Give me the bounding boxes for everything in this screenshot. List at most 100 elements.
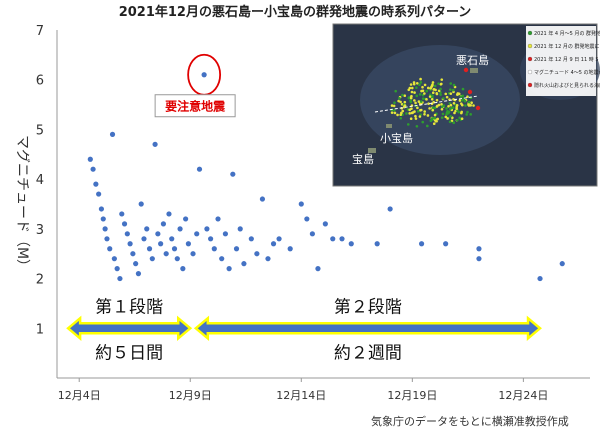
inset-legend-text: 隠れ火山およびと見られる海底火山の位置 bbox=[534, 82, 600, 89]
data-point bbox=[183, 216, 189, 222]
inset-epicenter bbox=[413, 110, 416, 113]
data-point bbox=[418, 241, 425, 247]
x-tick-label: 12月4日 bbox=[58, 389, 101, 402]
data-point bbox=[138, 201, 144, 207]
inset-epicenter bbox=[418, 93, 422, 96]
inset-epicenter bbox=[467, 104, 471, 107]
inset-epicenter bbox=[470, 101, 473, 105]
data-point bbox=[196, 166, 203, 172]
inset-epicenter bbox=[433, 116, 437, 120]
inset-epicenter bbox=[425, 89, 429, 93]
inset-epicenter bbox=[409, 99, 412, 103]
inset-epicenter bbox=[393, 101, 396, 105]
inset-epicenter bbox=[472, 104, 475, 107]
x-tick-label: 12月19日 bbox=[387, 389, 437, 402]
inset-epicenter bbox=[461, 98, 464, 102]
inset-label-kodakara: 小宝島 bbox=[380, 131, 413, 145]
data-point bbox=[130, 251, 136, 257]
inset-epicenter bbox=[418, 83, 421, 87]
y-tick-label: 2 bbox=[36, 273, 44, 288]
inset-epicenter bbox=[399, 100, 402, 104]
inset-epicenter bbox=[408, 112, 411, 115]
inset-epicenter bbox=[403, 104, 407, 107]
inset-epicenter bbox=[432, 88, 436, 91]
y-axis-label: マグニチュード（M） bbox=[14, 135, 30, 273]
data-point bbox=[219, 256, 225, 262]
data-point bbox=[270, 241, 277, 247]
inset-epicenter bbox=[426, 114, 430, 117]
inset-epicenter bbox=[419, 100, 423, 103]
inset-epicenter bbox=[460, 117, 464, 121]
inset-epicenter bbox=[419, 77, 422, 81]
inset-epicenter bbox=[419, 108, 423, 112]
y-tick-label: 5 bbox=[36, 123, 44, 138]
inset-epicenter bbox=[458, 116, 461, 120]
inset-epicenter bbox=[431, 81, 435, 84]
inset-epicenter bbox=[455, 105, 459, 109]
inset-volcano-marker bbox=[475, 105, 481, 111]
inset-epicenter bbox=[446, 117, 449, 120]
data-point bbox=[298, 201, 304, 207]
inset-epicenter bbox=[449, 92, 453, 95]
data-point bbox=[211, 246, 217, 252]
credit-text: 気象庁のデータをもとに横瀬准教授作成 bbox=[371, 414, 569, 428]
inset-epicenter bbox=[423, 83, 427, 87]
data-point bbox=[149, 256, 155, 262]
inset-epicenter bbox=[396, 113, 399, 117]
inset-epicenter bbox=[428, 107, 431, 110]
inset-epicenter bbox=[409, 117, 413, 121]
data-point bbox=[127, 241, 133, 247]
inset-epicenter bbox=[460, 111, 463, 115]
data-point bbox=[222, 231, 229, 237]
inset-epicenter bbox=[428, 93, 432, 96]
data-point bbox=[100, 216, 106, 222]
inset-epicenter bbox=[466, 110, 469, 114]
data-point bbox=[201, 72, 207, 78]
inset-volcano-marker bbox=[463, 67, 469, 73]
data-point bbox=[322, 221, 328, 227]
inset-epicenter bbox=[416, 110, 420, 113]
inset-epicenter bbox=[441, 112, 445, 116]
inset-epicenter bbox=[397, 99, 400, 103]
inset-epicenter bbox=[431, 108, 435, 112]
inset-island-kodakara bbox=[386, 124, 392, 128]
inset-epicenter bbox=[421, 120, 425, 124]
inset-epicenter bbox=[440, 103, 443, 106]
inset-epicenter bbox=[390, 111, 394, 114]
inset-epicenter bbox=[415, 86, 418, 89]
inset-epicenter bbox=[465, 113, 468, 116]
inset-epicenter bbox=[399, 113, 402, 117]
inset-epicenter bbox=[412, 81, 416, 84]
inset-epicenter bbox=[440, 107, 444, 111]
inset-map-seafloor bbox=[360, 45, 520, 155]
inset-epicenter bbox=[442, 97, 445, 100]
inset-epicenter bbox=[400, 102, 404, 106]
inset-epicenter bbox=[451, 88, 455, 92]
phase-arrow bbox=[193, 315, 542, 341]
data-point bbox=[117, 275, 123, 282]
inset-epicenter bbox=[433, 106, 437, 110]
inset-epicenter bbox=[419, 81, 423, 84]
inset-epicenter bbox=[436, 117, 440, 121]
inset-volcano-marker bbox=[467, 89, 473, 95]
inset-epicenter bbox=[437, 89, 441, 93]
inset-epicenter bbox=[452, 121, 456, 125]
inset-epicenter bbox=[423, 112, 426, 116]
inset-epicenter bbox=[435, 98, 439, 102]
data-point bbox=[109, 131, 116, 137]
inset-epicenter bbox=[426, 124, 429, 128]
inset-epicenter bbox=[418, 115, 422, 118]
data-point bbox=[121, 221, 128, 227]
inset-epicenter bbox=[449, 114, 452, 118]
inset-epicenter bbox=[444, 92, 448, 96]
data-point bbox=[194, 231, 200, 237]
data-point bbox=[237, 226, 243, 232]
data-point bbox=[174, 256, 180, 262]
inset-epicenter bbox=[431, 106, 435, 110]
inset-legend-marker bbox=[527, 82, 533, 88]
inset-epicenter bbox=[467, 100, 471, 104]
inset-epicenter bbox=[399, 116, 403, 120]
data-point bbox=[348, 241, 354, 247]
